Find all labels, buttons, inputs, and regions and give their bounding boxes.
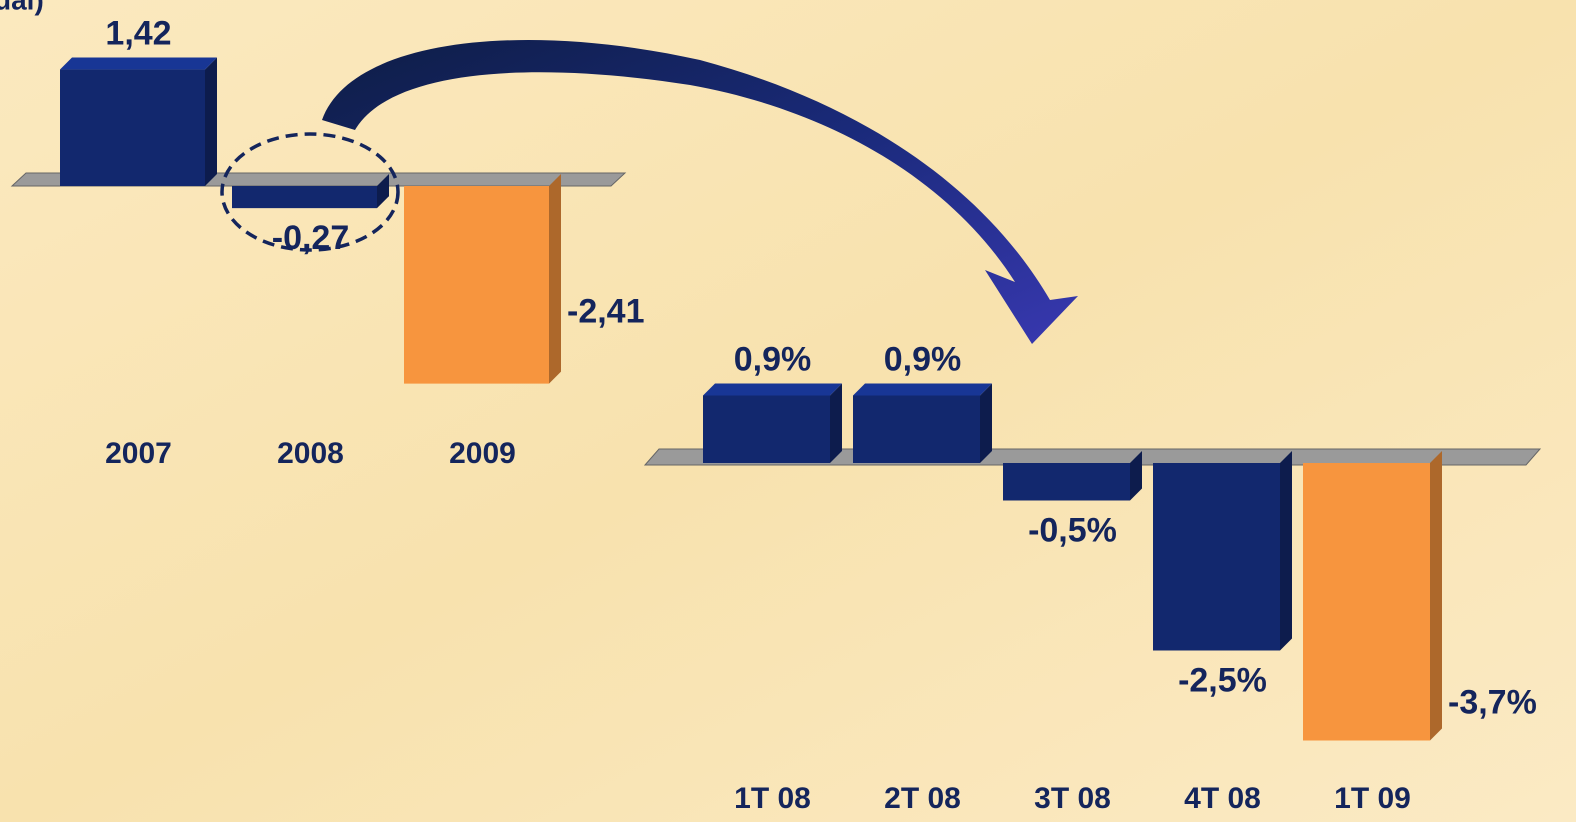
chart-title: ual) (0, 0, 44, 15)
x-tick-label: 4T 08 (1184, 782, 1261, 815)
bar-top (853, 383, 992, 396)
bar-top (60, 57, 217, 70)
bar (232, 186, 377, 209)
bar (404, 186, 549, 384)
value-label: -0,5% (1028, 511, 1117, 549)
value-label: 1,42 (105, 15, 171, 53)
bar (703, 395, 830, 463)
bar-side (549, 174, 561, 384)
bar (1153, 463, 1280, 651)
value-label: -2,41 (567, 293, 645, 331)
value-label: -2,5% (1178, 661, 1267, 699)
highlight-ellipse (220, 132, 400, 252)
x-tick-label: 1T 08 (734, 782, 811, 815)
bar-side (830, 383, 842, 463)
bar (853, 395, 980, 463)
bar (60, 69, 205, 186)
x-tick-label: 3T 08 (1034, 782, 1111, 815)
x-tick-label: 2007 (105, 437, 172, 470)
bar (1003, 463, 1130, 501)
value-label: 0,9% (884, 340, 962, 378)
arrow (322, 40, 1078, 344)
x-tick-label: 2009 (449, 437, 516, 470)
value-label: -0,27 (272, 219, 350, 257)
bar-top (703, 383, 842, 396)
bar-side (980, 383, 992, 463)
bar-side (205, 57, 217, 187)
bar-side (1130, 451, 1142, 501)
bar (1303, 463, 1430, 741)
value-label: 0,9% (734, 340, 812, 378)
x-tick-label: 1T 09 (1334, 782, 1411, 815)
bar-side (377, 174, 389, 209)
bar-side (1430, 451, 1442, 741)
x-tick-label: 2008 (277, 437, 344, 470)
value-label: -3,7% (1448, 683, 1537, 721)
x-tick-label: 2T 08 (884, 782, 961, 815)
bar-side (1280, 451, 1292, 651)
